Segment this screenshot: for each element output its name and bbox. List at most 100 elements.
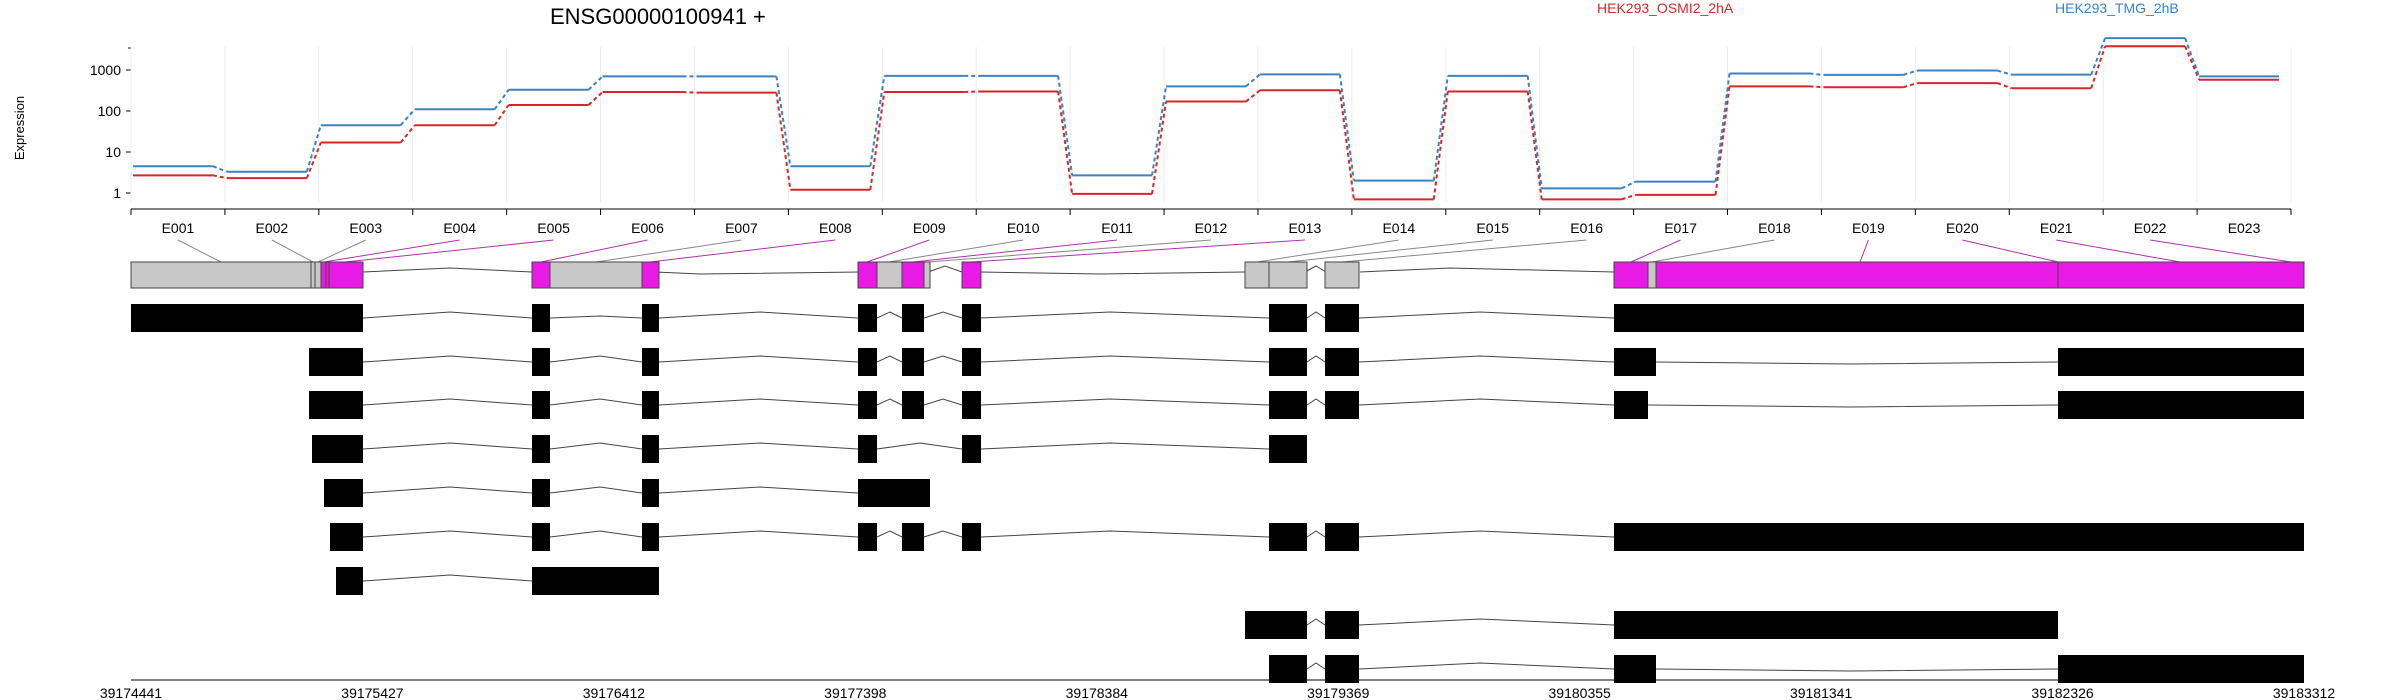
transcript-row xyxy=(336,567,659,595)
transcript-row xyxy=(131,304,2304,332)
exon-box xyxy=(549,261,643,289)
exon-label: E004 xyxy=(443,220,476,236)
transcript-row xyxy=(309,391,2304,419)
exon-box xyxy=(961,261,982,289)
series-connector xyxy=(587,75,604,91)
exon-label: E023 xyxy=(2228,220,2261,236)
series-connector xyxy=(1245,73,1261,88)
exon-connector xyxy=(344,239,554,263)
genomic-tick-label: 39180355 xyxy=(1549,685,1612,700)
series-connector xyxy=(1996,82,2012,90)
exon-box xyxy=(923,261,931,289)
exon-connector xyxy=(970,239,1305,263)
exon-label: E002 xyxy=(256,220,289,236)
exon-box xyxy=(328,261,364,289)
exon-box xyxy=(1324,261,1360,289)
genomic-tick-label: 39183312 xyxy=(2273,685,2336,700)
exon-box xyxy=(1613,261,1649,289)
exon-label: E015 xyxy=(1476,220,1509,236)
y-axis: 1 10 100 1000 xyxy=(90,47,132,202)
exon-box xyxy=(320,261,327,289)
exon-label: E012 xyxy=(1195,220,1228,236)
series-connector xyxy=(1621,180,1637,190)
exon-label: E022 xyxy=(2134,220,2167,236)
exon-label: E020 xyxy=(1946,220,1979,236)
y-axis-label: Expression xyxy=(12,96,27,160)
exon-box xyxy=(314,261,322,289)
exon-label: E017 xyxy=(1664,220,1697,236)
exon-box xyxy=(1244,261,1270,289)
exon-connector xyxy=(1341,239,1587,263)
exon-label: E018 xyxy=(1758,220,1791,236)
genomic-tick-label: 39181341 xyxy=(1790,685,1853,700)
series-connector xyxy=(1432,75,1449,181)
exon-box xyxy=(1647,261,1657,289)
exon-box xyxy=(2057,261,2305,289)
gene-model-track xyxy=(130,261,2305,289)
series-connector xyxy=(212,174,228,180)
series-connector xyxy=(964,90,979,94)
series-connector xyxy=(775,76,792,167)
transcript-tracks xyxy=(131,304,2304,683)
transcript-row xyxy=(324,479,930,507)
exon-label: E009 xyxy=(913,220,946,236)
exon-label: E019 xyxy=(1852,220,1885,236)
series-connector xyxy=(212,165,228,173)
exon-connector xyxy=(866,239,930,263)
series-connector xyxy=(1338,90,1355,200)
y-tick-label: 1000 xyxy=(90,62,121,78)
exon-label: E001 xyxy=(162,220,195,236)
transcript-row xyxy=(312,435,1307,463)
transcript-row xyxy=(309,348,2304,376)
series-connector xyxy=(1996,69,2012,76)
genomic-tick-label: 39174441 xyxy=(100,685,163,700)
exon-label: E014 xyxy=(1382,220,1415,236)
exon-connector xyxy=(927,239,1212,263)
exon-box xyxy=(1655,261,2059,289)
exon-label: E013 xyxy=(1289,220,1322,236)
genomic-tick-label: 39179369 xyxy=(1307,685,1370,700)
exon-box xyxy=(531,261,551,289)
series-connector xyxy=(1151,101,1168,195)
exon-connector xyxy=(540,239,648,263)
series-lines xyxy=(133,37,2279,201)
legend-entry-osmi2: HEK293_OSMI2_2hA xyxy=(1597,0,1734,16)
series-connector xyxy=(1338,74,1355,181)
exon-box xyxy=(901,261,925,289)
series-connector xyxy=(1903,82,1918,89)
genomic-tick-label: 39178384 xyxy=(1066,685,1129,700)
exon-box xyxy=(310,261,316,289)
exon-connector xyxy=(649,239,836,263)
exon-connector xyxy=(2056,239,2181,263)
exon-connector xyxy=(1287,239,1493,263)
genomic-tick-label: 39175427 xyxy=(341,685,404,700)
series-connector xyxy=(1621,193,1636,201)
exon-connector xyxy=(271,239,314,263)
exon-connector xyxy=(323,239,460,263)
series-connector xyxy=(1526,75,1543,189)
exon-connector xyxy=(888,239,1024,263)
legend: HEK293_OSMI2_2hA HEK293_TMG_2hB xyxy=(1597,0,2179,16)
exon-label: E006 xyxy=(631,220,664,236)
exon-connector xyxy=(177,239,222,263)
exon-box xyxy=(876,261,903,289)
series-connector xyxy=(2090,45,2107,89)
exon-label: E003 xyxy=(349,220,382,236)
series-connector xyxy=(869,75,886,167)
y-tick-label: 100 xyxy=(98,103,122,119)
y-tick-label: 1 xyxy=(113,185,121,201)
exon-label: E008 xyxy=(819,220,852,236)
series-connector xyxy=(399,124,416,144)
series-connector xyxy=(1057,75,1074,176)
exon-box xyxy=(1268,261,1308,289)
transcript-row xyxy=(1245,611,2058,639)
series-connector xyxy=(869,91,886,190)
exon-connector xyxy=(1859,239,1869,263)
series-connector xyxy=(1809,85,1824,89)
exon-label: E005 xyxy=(537,220,570,236)
y-tick-label: 10 xyxy=(105,144,121,160)
genomic-tick-label: 39177398 xyxy=(824,685,887,700)
series-connector xyxy=(2184,45,2201,81)
exon-label: E011 xyxy=(1101,220,1133,236)
